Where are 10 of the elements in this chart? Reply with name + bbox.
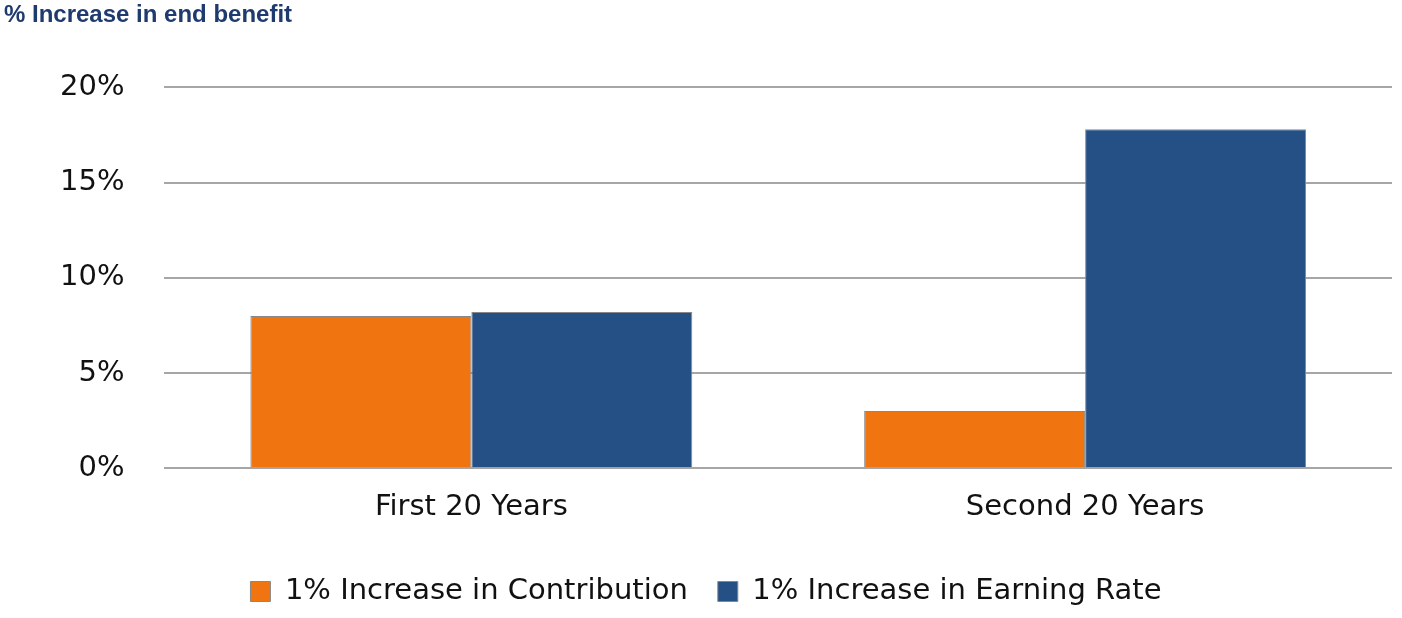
- y-tick-label: 20%: [59, 67, 125, 102]
- y-tick-label: 0%: [78, 448, 125, 483]
- y-tick-label: 15%: [59, 163, 125, 198]
- legend-label: 1% Increase in Contribution: [284, 572, 688, 607]
- y-tick-label: 5%: [78, 353, 125, 388]
- x-tick-label: Second 20 Years: [965, 488, 1205, 523]
- y-tick-label: 10%: [59, 258, 125, 293]
- chart-title: % Increase in end benefit: [3, 0, 294, 29]
- x-tick-label: First 20 Years: [374, 488, 568, 523]
- legend-label: 1% Increase in Earning Rate: [752, 572, 1162, 607]
